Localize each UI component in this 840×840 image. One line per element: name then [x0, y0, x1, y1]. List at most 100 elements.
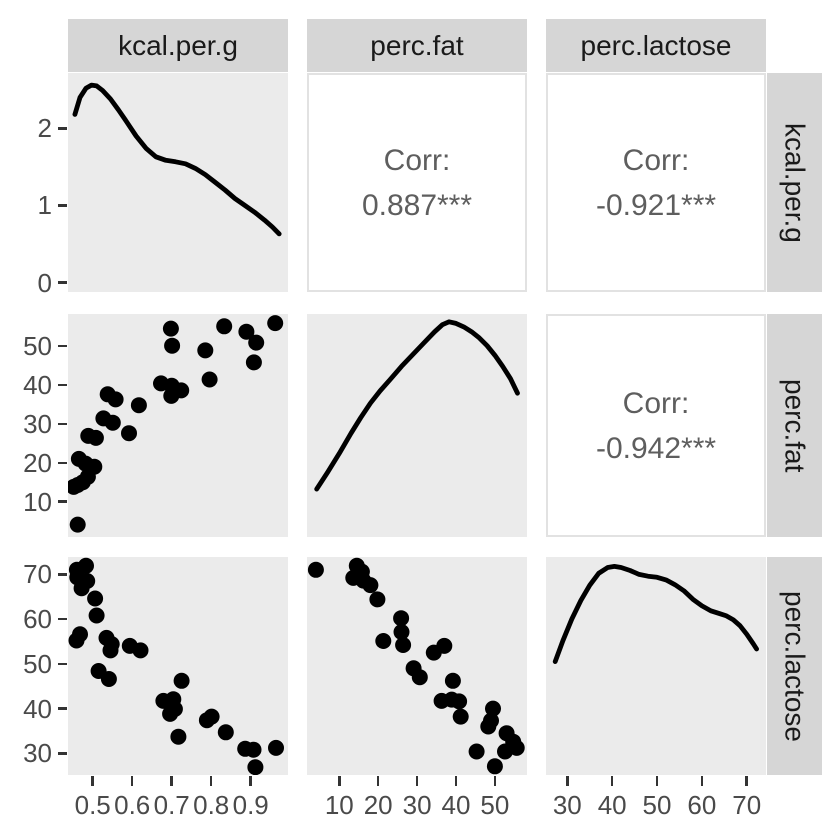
data-point	[102, 642, 119, 659]
y-tick-mark	[58, 707, 67, 710]
x-tick-mark	[91, 776, 94, 786]
density-panel-2-2	[546, 557, 766, 775]
y-tick-mark	[58, 281, 67, 284]
x-tick-mark	[454, 776, 458, 786]
y-tick-label: 40	[23, 693, 52, 724]
y-tick-mark	[58, 617, 67, 621]
data-point	[197, 342, 214, 359]
data-point	[69, 516, 86, 533]
corr-value: 0.887***	[361, 188, 473, 222]
x-tick-mark	[700, 776, 704, 786]
x-tick-mark	[130, 776, 134, 786]
data-point	[452, 708, 469, 725]
data-point	[173, 672, 190, 689]
data-point	[362, 577, 379, 594]
x-tick-mark	[655, 776, 659, 786]
x-tick-label: 0.7	[153, 790, 190, 820]
x-tick-mark	[170, 776, 173, 786]
data-point	[393, 610, 410, 627]
strip-label: perc.fat	[779, 378, 811, 473]
data-point	[444, 672, 461, 689]
y-tick-label: 30	[23, 408, 52, 439]
strip-right-kcal-per-g: kcal.per.g	[767, 73, 822, 292]
data-point	[247, 759, 264, 775]
data-point	[162, 705, 179, 722]
data-point	[203, 708, 220, 725]
data-point	[216, 318, 233, 335]
y-tick-mark	[58, 127, 67, 130]
data-point	[104, 414, 121, 431]
data-point	[107, 391, 124, 408]
data-point	[87, 429, 104, 446]
y-tick-label: 1	[37, 190, 52, 221]
x-tick-mark	[610, 776, 614, 786]
density-panel-1-1	[307, 314, 527, 537]
data-point	[248, 334, 265, 351]
data-point	[411, 669, 428, 686]
strip-top-kcal-per-g: kcal.per.g	[68, 19, 288, 72]
strip-label: kcal.per.g	[779, 122, 811, 243]
data-point	[68, 632, 85, 649]
data-point	[164, 337, 181, 354]
density-panel-0-0	[68, 73, 288, 292]
y-tick-mark	[58, 752, 67, 755]
density-curve	[72, 82, 282, 237]
x-tick-mark	[376, 776, 380, 786]
corr-label: Corr:	[622, 143, 690, 177]
data-point	[100, 671, 117, 687]
x-tick-label: 30	[552, 790, 582, 820]
x-tick-label: 0.9	[232, 790, 269, 820]
strip-label: perc.lactose	[580, 29, 732, 61]
data-point	[173, 382, 190, 399]
data-point	[87, 590, 104, 607]
data-point	[451, 693, 468, 710]
x-tick-label: 50	[642, 790, 672, 820]
data-point	[369, 591, 386, 608]
data-point	[121, 425, 137, 442]
data-point	[73, 580, 90, 597]
x-tick-mark	[249, 776, 252, 786]
y-tick-label: 60	[23, 604, 52, 635]
y-tick-label: 50	[23, 331, 52, 362]
scatter-panel-1-0	[68, 314, 288, 537]
strip-right-perc-fat: perc.fat	[767, 314, 822, 537]
data-point	[486, 758, 503, 775]
scatter-panel-2-0	[68, 557, 288, 775]
corr-panel-kcal-fat: Corr: 0.887***	[307, 73, 527, 292]
data-point	[508, 739, 525, 756]
strip-label: kcal.per.g	[118, 29, 238, 61]
data-point	[480, 718, 497, 735]
panel-background	[546, 557, 766, 775]
data-point	[238, 323, 255, 340]
data-point	[217, 724, 234, 741]
x-tick-label: 10	[324, 790, 354, 820]
strip-label: perc.lactose	[779, 590, 811, 742]
strip-label: perc.fat	[370, 29, 464, 61]
data-point	[88, 607, 105, 624]
corr-value: -0.921***	[595, 188, 717, 222]
y-tick-label: 30	[23, 738, 52, 769]
data-point	[436, 637, 453, 654]
data-point	[170, 728, 187, 745]
data-point	[375, 633, 392, 649]
strip-right-perc-lactose: perc.lactose	[767, 557, 822, 775]
x-tick-label: 0.5	[74, 790, 111, 820]
x-tick-label: 40	[441, 790, 471, 820]
panel-background	[68, 73, 288, 292]
x-tick-mark	[415, 776, 419, 786]
data-point	[393, 624, 410, 640]
corr-panel-fat-lactose: Corr: -0.942***	[546, 314, 766, 537]
x-tick-label: 20	[363, 790, 393, 820]
x-tick-label: 30	[402, 790, 432, 820]
y-tick-label: 50	[23, 648, 52, 679]
x-tick-mark	[338, 776, 341, 786]
data-point	[245, 741, 262, 758]
data-point	[307, 561, 324, 578]
y-tick-mark	[58, 422, 67, 426]
y-tick-mark	[58, 500, 67, 503]
scatter-panel-2-1	[307, 557, 527, 775]
data-point	[245, 354, 262, 371]
y-tick-mark	[58, 344, 67, 348]
density-curve	[314, 319, 520, 492]
